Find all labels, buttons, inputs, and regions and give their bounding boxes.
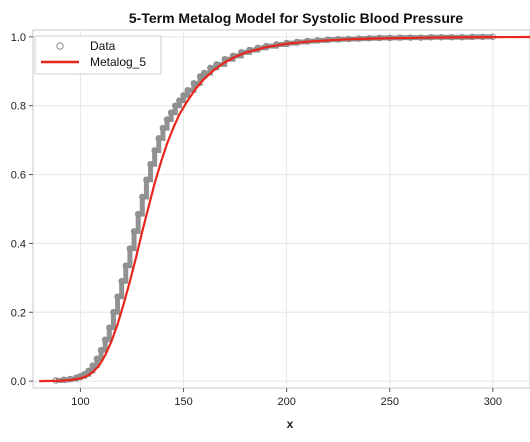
data-point (114, 293, 121, 301)
data-point (172, 102, 179, 109)
data-point (118, 278, 125, 285)
data-point (89, 362, 97, 369)
data-point (200, 69, 208, 77)
y-tick-label: 0.2 (11, 307, 26, 319)
data-point (163, 116, 171, 123)
data-point (190, 80, 198, 87)
data-point (176, 97, 183, 104)
legend-data-marker (56, 42, 64, 50)
x-tick-label: 150 (174, 396, 192, 408)
data-point (122, 262, 130, 270)
x-tick-label: 250 (381, 396, 399, 408)
data-point (134, 210, 142, 218)
data-point (139, 193, 146, 201)
data-point (130, 228, 138, 235)
data-point (101, 336, 109, 344)
metalog-curve (39, 35, 530, 383)
y-tick-label: 0.8 (11, 101, 26, 113)
x-tick-label: 200 (277, 396, 295, 408)
data-point (143, 176, 150, 183)
data-point (184, 86, 191, 94)
data-point (180, 92, 187, 99)
data-point (106, 324, 113, 332)
data-point (159, 124, 167, 132)
chart-title: 5-Term Metalog Model for Systolic Blood … (129, 10, 463, 26)
legend: Data Metalog_5 (34, 35, 162, 75)
y-tick-label: 0.4 (11, 238, 26, 250)
legend-data-label: Data (90, 39, 116, 53)
data-point (85, 367, 92, 375)
data-point (151, 147, 158, 154)
y-tick-label: 1.0 (11, 32, 26, 44)
data-point (207, 64, 214, 72)
legend-metalog-label: Metalog_5 (90, 55, 146, 69)
data-point (97, 346, 105, 354)
data-point (167, 109, 175, 116)
y-tick-label: 0.6 (11, 170, 26, 182)
axes: 100 150 200 250 300 0.0 0.2 0.4 0.6 0.8 1.0 (11, 32, 502, 408)
data-point (93, 355, 101, 362)
data-point (155, 135, 163, 142)
x-tick-label: 100 (71, 396, 89, 408)
data-point (126, 245, 134, 252)
metalog-series-line (39, 35, 530, 383)
x-axis-title: x (287, 417, 294, 431)
x-tick-label: 300 (484, 396, 502, 408)
legend-box (34, 35, 162, 75)
data-point (147, 160, 154, 168)
data-point (196, 73, 204, 80)
data-point (110, 309, 117, 316)
y-tick-label: 0.0 (11, 376, 26, 388)
